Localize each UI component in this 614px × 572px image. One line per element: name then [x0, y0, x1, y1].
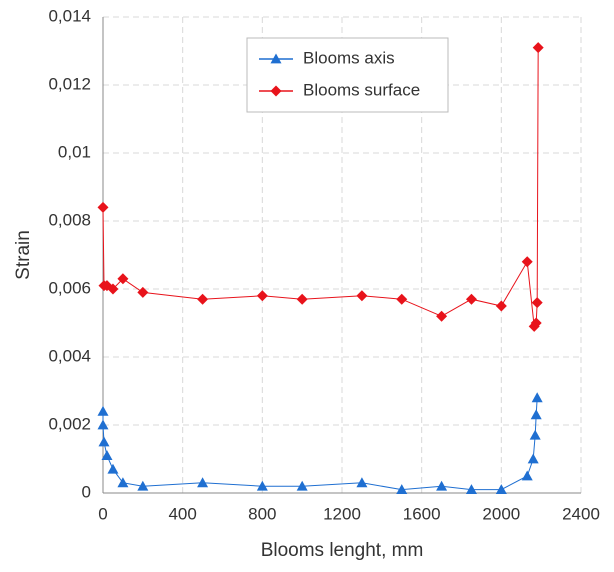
x-tick-label: 2400: [562, 504, 600, 523]
y-tick-label: 0,004: [48, 346, 91, 365]
diamond-marker: [495, 300, 507, 312]
diamond-marker: [356, 290, 368, 302]
triangle-marker: [97, 405, 109, 416]
x-tick-label: 400: [168, 504, 196, 523]
diamond-marker: [396, 293, 408, 305]
triangle-marker: [529, 429, 541, 440]
y-tick-label: 0,014: [48, 6, 91, 25]
diamond-marker: [521, 256, 533, 268]
triangle-marker: [465, 484, 477, 494]
legend-box: [246, 37, 449, 113]
series-line: [102, 397, 538, 491]
y-tick-label: 0: [82, 482, 91, 501]
legend-marker: [270, 53, 282, 64]
diamond-marker: [137, 286, 149, 298]
y-tick-label: 0,01: [58, 142, 91, 161]
triangle-marker: [98, 436, 110, 447]
y-tick-label: 0,006: [48, 278, 91, 297]
triangle-marker: [495, 484, 507, 494]
triangle-marker: [197, 477, 209, 488]
triangle-marker: [356, 477, 368, 488]
x-axis-title: Blooms lenght, mm: [261, 540, 424, 561]
diamond-marker: [296, 293, 308, 305]
triangle-marker: [521, 470, 533, 481]
diamond-marker: [107, 283, 119, 295]
x-tick-label: 800: [248, 504, 276, 523]
diamond-marker: [532, 42, 544, 54]
triangle-marker: [527, 453, 539, 464]
triangle-marker: [107, 463, 119, 474]
y-axis-title: Strain: [13, 230, 34, 280]
x-tick-label: 1600: [403, 504, 441, 523]
triangle-marker: [296, 480, 308, 491]
diamond-marker: [530, 317, 542, 329]
y-tick-label: 0,012: [48, 74, 91, 93]
triangle-marker: [396, 484, 408, 494]
diamond-marker: [117, 273, 129, 285]
diamond-marker: [436, 310, 448, 322]
triangle-marker: [97, 419, 109, 430]
triangle-marker: [436, 480, 448, 491]
diamond-marker: [197, 293, 209, 305]
diamond-marker: [531, 297, 543, 309]
triangle-marker: [101, 450, 113, 460]
diamond-marker: [465, 293, 477, 305]
diamond-marker: [256, 290, 268, 302]
legend-marker: [270, 85, 282, 97]
triangle-marker: [530, 409, 542, 420]
x-tick-label: 1200: [323, 504, 361, 523]
triangle-marker: [531, 392, 543, 403]
y-tick-label: 0,008: [48, 210, 91, 229]
triangle-marker: [117, 477, 129, 488]
legend-label: Blooms surface: [303, 80, 420, 99]
triangle-marker: [137, 480, 149, 491]
diamond-marker: [97, 201, 109, 213]
triangle-marker: [256, 480, 268, 491]
x-tick-label: 0: [98, 504, 107, 523]
y-tick-label: 0,002: [48, 414, 91, 433]
x-tick-label: 2000: [482, 504, 520, 523]
legend-label: Blooms axis: [303, 48, 395, 67]
